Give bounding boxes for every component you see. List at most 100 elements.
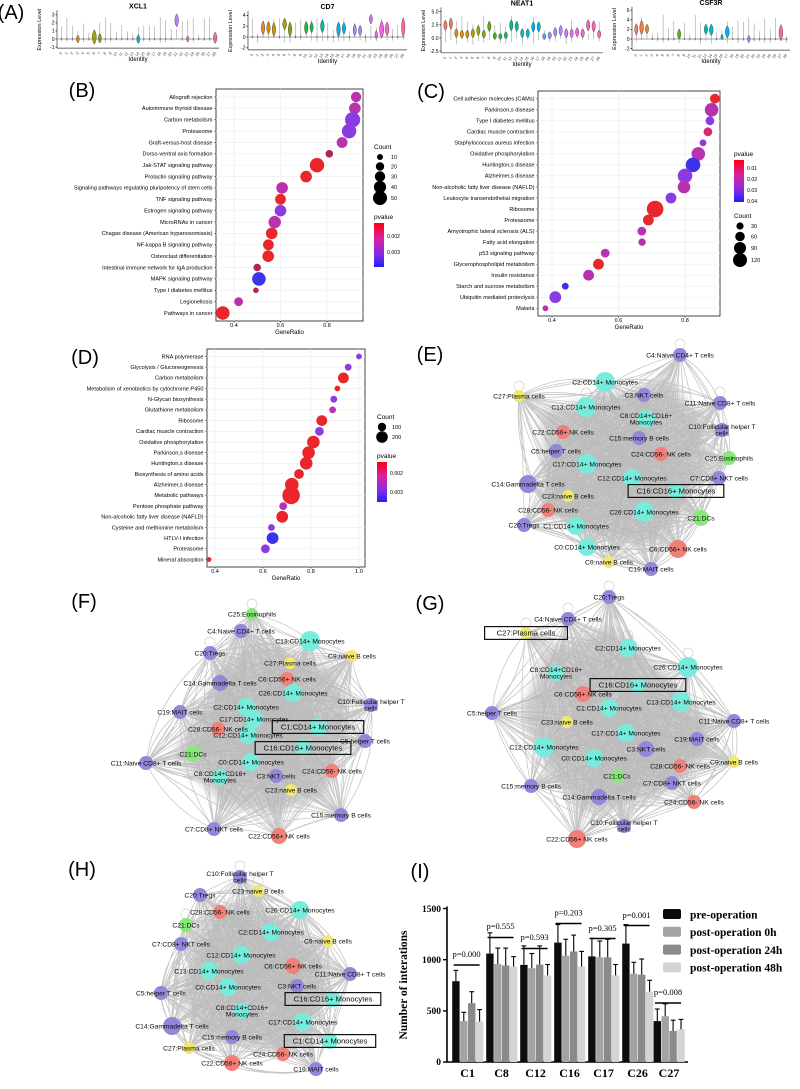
svg-text:C26:CD14+ Monocytes: C26:CD14+ Monocytes	[653, 664, 723, 671]
svg-text:0.02: 0.02	[747, 177, 757, 183]
svg-text:8: 8	[487, 56, 491, 60]
svg-text:0: 0	[243, 35, 246, 41]
svg-text:Pentose phosphate pathway: Pentose phosphate pathway	[133, 504, 204, 510]
svg-text:Ribosome: Ribosome	[178, 418, 203, 424]
svg-text:C7:CD8+ NKT cells: C7:CD8+ NKT cells	[152, 941, 211, 948]
svg-text:C1:CD14+ Monocytes: C1:CD14+ Monocytes	[543, 523, 609, 530]
svg-text:p53 signaling pathway: p53 signaling pathway	[479, 251, 535, 257]
svg-text:22: 22	[750, 53, 756, 59]
svg-text:C16:CD16+ Monocytes: C16:CD16+ Monocytes	[294, 995, 373, 1004]
svg-text:0.04: 0.04	[747, 199, 757, 205]
svg-text:1.0: 1.0	[355, 569, 363, 575]
svg-text:20: 20	[356, 53, 362, 59]
svg-text:Fatty acid elongation: Fatty acid elongation	[483, 240, 535, 246]
svg-text:25: 25	[579, 56, 585, 62]
svg-text:C24:CD56- NK cells: C24:CD56- NK cells	[302, 768, 362, 775]
svg-text:C24:CD56- NK cells: C24:CD56- NK cells	[664, 799, 724, 806]
svg-text:20: 20	[391, 165, 397, 171]
svg-text:0: 0	[59, 51, 63, 55]
svg-text:C25:Eosinophils: C25:Eosinophils	[705, 455, 754, 462]
svg-text:1: 1	[639, 53, 643, 57]
svg-text:3: 3	[75, 51, 79, 55]
svg-text:C13:CD14+ Monocytes: C13:CD14+ Monocytes	[646, 699, 716, 706]
svg-text:0.8: 0.8	[681, 318, 689, 324]
svg-text:p=0.001: p=0.001	[623, 910, 651, 920]
svg-text:C1: C1	[460, 1066, 475, 1080]
svg-text:Cysteine and methionine metabo: Cysteine and methionine metabolism	[112, 525, 204, 531]
svg-text:27: 27	[394, 53, 400, 59]
svg-text:C22:CD56+ NK cells: C22:CD56+ NK cells	[248, 833, 310, 840]
svg-text:Type I diabetes mellitus: Type I diabetes mellitus	[476, 119, 535, 125]
svg-text:C12:CD14+ Monocytes: C12:CD14+ Monocytes	[206, 952, 276, 959]
svg-text:C7:CD8+ NKT cells: C7:CD8+ NKT cells	[185, 826, 244, 833]
svg-text:C13:CD14+ Monocytes: C13:CD14+ Monocytes	[551, 404, 621, 411]
svg-text:MAPK signaling pathway: MAPK signaling pathway	[151, 277, 213, 283]
svg-text:18: 18	[345, 53, 351, 59]
svg-text:3: 3	[266, 53, 270, 57]
svg-text:7: 7	[287, 53, 291, 57]
svg-text:5: 5	[86, 51, 90, 55]
svg-text:-2.5: -2.5	[430, 49, 439, 55]
svg-text:1: 1	[448, 56, 452, 60]
svg-text:2: 2	[627, 27, 630, 33]
svg-text:0.8: 0.8	[323, 323, 331, 329]
svg-text:0.003: 0.003	[387, 250, 400, 256]
svg-text:C8:CD14+CD16+: C8:CD14+CD16+	[530, 667, 583, 674]
svg-text:C22:CD56+ NK cells: C22:CD56+ NK cells	[201, 1060, 263, 1067]
svg-text:C23:naive B cells: C23:naive B cells	[542, 493, 594, 500]
svg-text:C10:Follicular helper T: C10:Follicular helper T	[688, 424, 755, 431]
svg-text:19: 19	[734, 53, 740, 59]
svg-text:22: 22	[562, 56, 568, 62]
svg-text:C8:CD14+CD16+: C8:CD14+CD16+	[216, 1005, 269, 1012]
svg-text:pvalue: pvalue	[734, 151, 754, 158]
svg-text:Legionellosis: Legionellosis	[180, 300, 213, 306]
svg-text:C11:Naive CD8+ T cells: C11:Naive CD8+ T cells	[685, 400, 756, 407]
svg-text:Proteasome: Proteasome	[504, 218, 534, 224]
svg-text:12: 12	[507, 56, 513, 62]
svg-text:-1: -1	[50, 45, 55, 51]
svg-text:Count: Count	[734, 213, 752, 220]
svg-text:C27:Plasma cells: C27:Plasma cells	[163, 1045, 215, 1052]
svg-text:C4:Naive CD4+ T cells: C4:Naive CD4+ T cells	[646, 352, 714, 359]
svg-text:p=0.305: p=0.305	[589, 923, 617, 933]
svg-text:Dorso-ventral axis formation: Dorso-ventral axis formation	[143, 152, 213, 158]
svg-text:C9:naive B cells: C9:naive B cells	[328, 653, 377, 660]
svg-text:Non-alcoholic fatty liver dise: Non-alcoholic fatty liver disease (NAFLD…	[101, 515, 203, 521]
svg-text:1500: 1500	[422, 905, 441, 915]
svg-text:Cardiac muscle contraction: Cardiac muscle contraction	[136, 429, 203, 435]
svg-text:0: 0	[250, 53, 254, 57]
svg-text:16: 16	[718, 53, 724, 59]
svg-text:13: 13	[129, 51, 135, 57]
svg-text:2: 2	[243, 24, 246, 30]
svg-text:5: 5	[470, 56, 474, 60]
svg-text:C1:CD14+ Monocytes: C1:CD14+ Monocytes	[281, 723, 356, 732]
svg-text:18: 18	[540, 56, 546, 62]
svg-text:0: 0	[52, 37, 55, 43]
svg-text:C5:helper T cells: C5:helper T cells	[136, 990, 187, 997]
svg-text:27: 27	[590, 56, 596, 62]
svg-text:4: 4	[271, 53, 275, 57]
svg-text:Metabolism of xenobiotics by c: Metabolism of xenobiotics by cytochrome …	[87, 386, 204, 392]
svg-text:3: 3	[459, 56, 463, 60]
svg-text:26: 26	[772, 53, 778, 59]
svg-text:0.4: 0.4	[548, 318, 556, 324]
svg-text:C28:CD56- NK cells: C28:CD56- NK cells	[518, 507, 578, 514]
svg-text:11: 11	[118, 51, 124, 57]
svg-text:GeneRatio: GeneRatio	[615, 325, 644, 331]
svg-text:C2:CD14+ Monocytes: C2:CD14+ Monocytes	[213, 704, 279, 711]
svg-text:C27:Plasma cells: C27:Plasma cells	[497, 629, 556, 638]
svg-text:C24:CD56- NK cells: C24:CD56- NK cells	[631, 451, 691, 458]
svg-text:11: 11	[502, 56, 508, 62]
svg-text:C6:CD56+ NK cells: C6:CD56+ NK cells	[258, 676, 316, 683]
svg-text:25: 25	[383, 53, 389, 59]
svg-text:Amyotrophic lateral sclerosis: Amyotrophic lateral sclerosis (ALS)	[447, 229, 534, 235]
svg-text:C23:naive B cells: C23:naive B cells	[232, 888, 284, 895]
svg-text:C0:CD14+ Monocytes: C0:CD14+ Monocytes	[195, 984, 261, 991]
svg-text:26: 26	[584, 56, 590, 62]
svg-text:C20:Tregs: C20:Tregs	[509, 522, 541, 529]
svg-text:C20:Tregs: C20:Tregs	[594, 594, 626, 601]
svg-text:(G): (G)	[416, 593, 445, 615]
svg-text:8: 8	[103, 51, 107, 55]
svg-text:C3:NKT cells: C3:NKT cells	[625, 392, 665, 399]
svg-text:C21:DCs: C21:DCs	[172, 922, 200, 929]
